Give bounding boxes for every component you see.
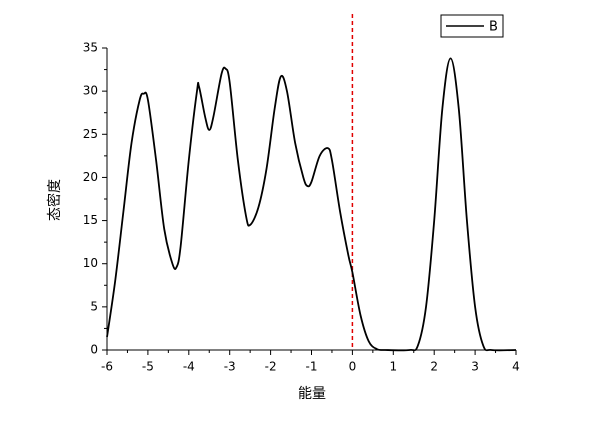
x-tick-label: 2: [430, 360, 438, 374]
y-tick-label: 5: [90, 299, 98, 313]
y-tick-label: 0: [90, 343, 98, 357]
x-tick-label: -5: [142, 360, 154, 374]
x-axis-label: 能量: [298, 386, 326, 402]
x-tick-label: -1: [306, 360, 318, 374]
x-tick-label: -6: [101, 360, 113, 374]
x-tick-label: -4: [183, 360, 195, 374]
x-tick-label: -3: [224, 360, 236, 374]
y-tick-label: 20: [83, 170, 98, 184]
legend-label: B: [489, 20, 498, 35]
x-tick-label: 1: [389, 360, 397, 374]
y-tick-label: 10: [83, 256, 98, 270]
y-tick-label: 35: [83, 41, 98, 55]
y-tick-label: 15: [83, 213, 98, 227]
x-tick-label: -2: [265, 360, 277, 374]
x-tick-label: 0: [349, 360, 357, 374]
y-tick-label: 25: [83, 127, 98, 141]
x-tick-label: 4: [512, 360, 520, 374]
line-series: [106, 57, 517, 352]
y-axis-label: 态密度: [46, 179, 63, 221]
x-tick-label: 3: [471, 360, 479, 374]
y-tick-label: 30: [83, 84, 98, 98]
